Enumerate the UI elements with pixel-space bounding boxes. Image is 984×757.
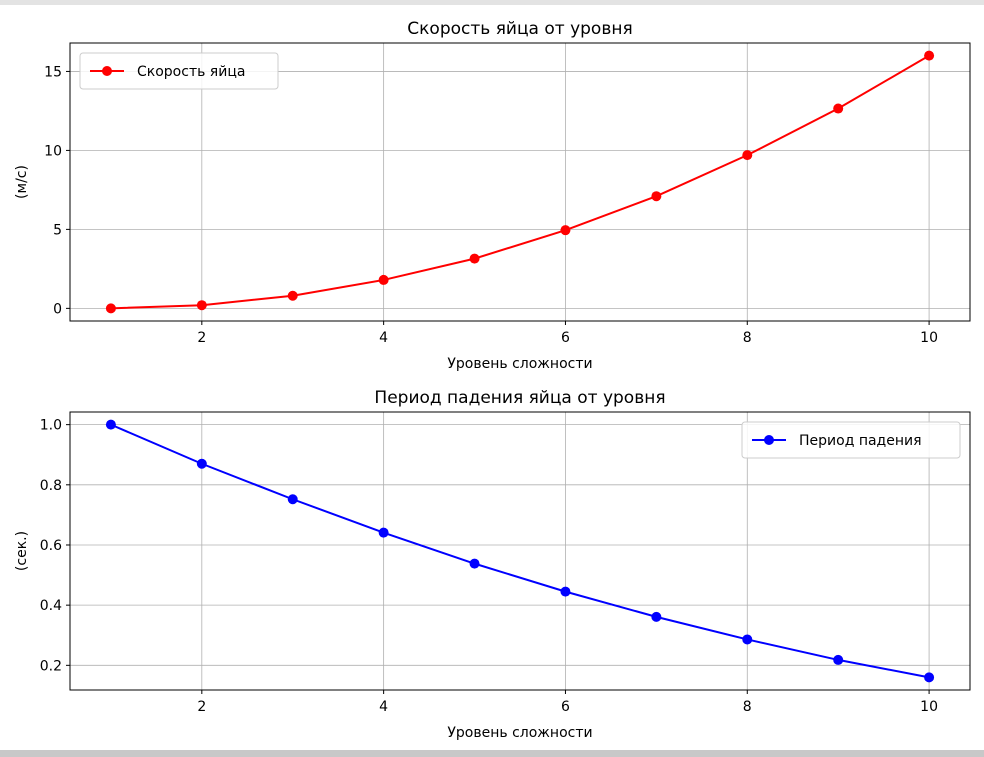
x-tick-label: 2: [197, 699, 206, 715]
chart-panel-2: 2 4 6 8 10 0.2 0.4 0.6 0.8 1.0 Период падения яйца…: [14, 388, 971, 741]
data-point: [833, 103, 844, 114]
x-tick-label: 2: [197, 330, 206, 346]
data-point: [105, 303, 116, 314]
y-tick-label: 0.4: [40, 598, 62, 614]
legend: Период падения: [741, 421, 961, 459]
y-tick-label: 0.8: [40, 478, 62, 494]
y-tick-label: 1.0: [40, 418, 62, 434]
data-point: [742, 150, 753, 161]
data-point: [378, 527, 389, 538]
data-point: [924, 50, 935, 61]
series-line: [110, 423, 930, 679]
legend: Скорость яйца: [79, 52, 279, 90]
data-point: [378, 274, 389, 285]
chart-title: Скорость яйца от уровня: [407, 19, 632, 39]
legend-box: [741, 421, 961, 459]
x-tick-label: 4: [379, 699, 388, 715]
x-tick-label: 8: [743, 330, 752, 346]
data-point: [287, 494, 298, 505]
data-point: [833, 654, 844, 665]
y-tick-label: 0.6: [40, 538, 62, 554]
data-point: [560, 225, 571, 236]
legend-marker: [764, 435, 774, 445]
figure-canvas: 2 4 6 8 10 0 5 10 15 Скорость яйца от уровня Урове…: [14, 19, 971, 741]
legend-label: Период падения: [799, 433, 922, 449]
y-axis-label: (сек.): [14, 531, 30, 571]
x-tick-label: 6: [561, 330, 570, 346]
data-point: [560, 586, 571, 597]
data-point: [469, 558, 480, 569]
legend-label: Скорость яйца: [137, 64, 245, 80]
legend-box: [79, 52, 279, 90]
chart-title: Период падения яйца от уровня: [374, 388, 665, 408]
data-point: [742, 634, 753, 645]
legend-marker: [102, 66, 112, 76]
series-line: [110, 54, 930, 310]
y-tick-label: 5: [53, 222, 62, 238]
plot-area-frame: [69, 42, 971, 322]
x-tick-label: 8: [743, 699, 752, 715]
data-point: [105, 419, 116, 430]
data-point: [924, 672, 935, 683]
x-tick-label: 4: [379, 330, 388, 346]
x-axis-label: Уровень сложности: [447, 725, 592, 741]
data-point: [469, 253, 480, 264]
data-point: [651, 611, 662, 622]
data-point: [287, 290, 298, 301]
x-axis-label: Уровень сложности: [447, 356, 592, 372]
y-tick-label: 15: [44, 64, 62, 80]
y-axis-label: (м/с): [14, 165, 30, 199]
x-tick-label: 10: [920, 699, 938, 715]
y-tick-label: 0.2: [40, 658, 62, 674]
data-point: [196, 458, 207, 469]
x-tick-label: 6: [561, 699, 570, 715]
chart-panel-1: 2 4 6 8 10 0 5 10 15 Скорость яйца от уровня Урове…: [14, 19, 971, 372]
plot-area-frame: [69, 411, 971, 691]
data-point: [196, 300, 207, 311]
data-point: [651, 191, 662, 202]
y-tick-label: 10: [44, 143, 62, 159]
x-tick-label: 10: [920, 330, 938, 346]
y-tick-label: 0: [53, 301, 62, 317]
